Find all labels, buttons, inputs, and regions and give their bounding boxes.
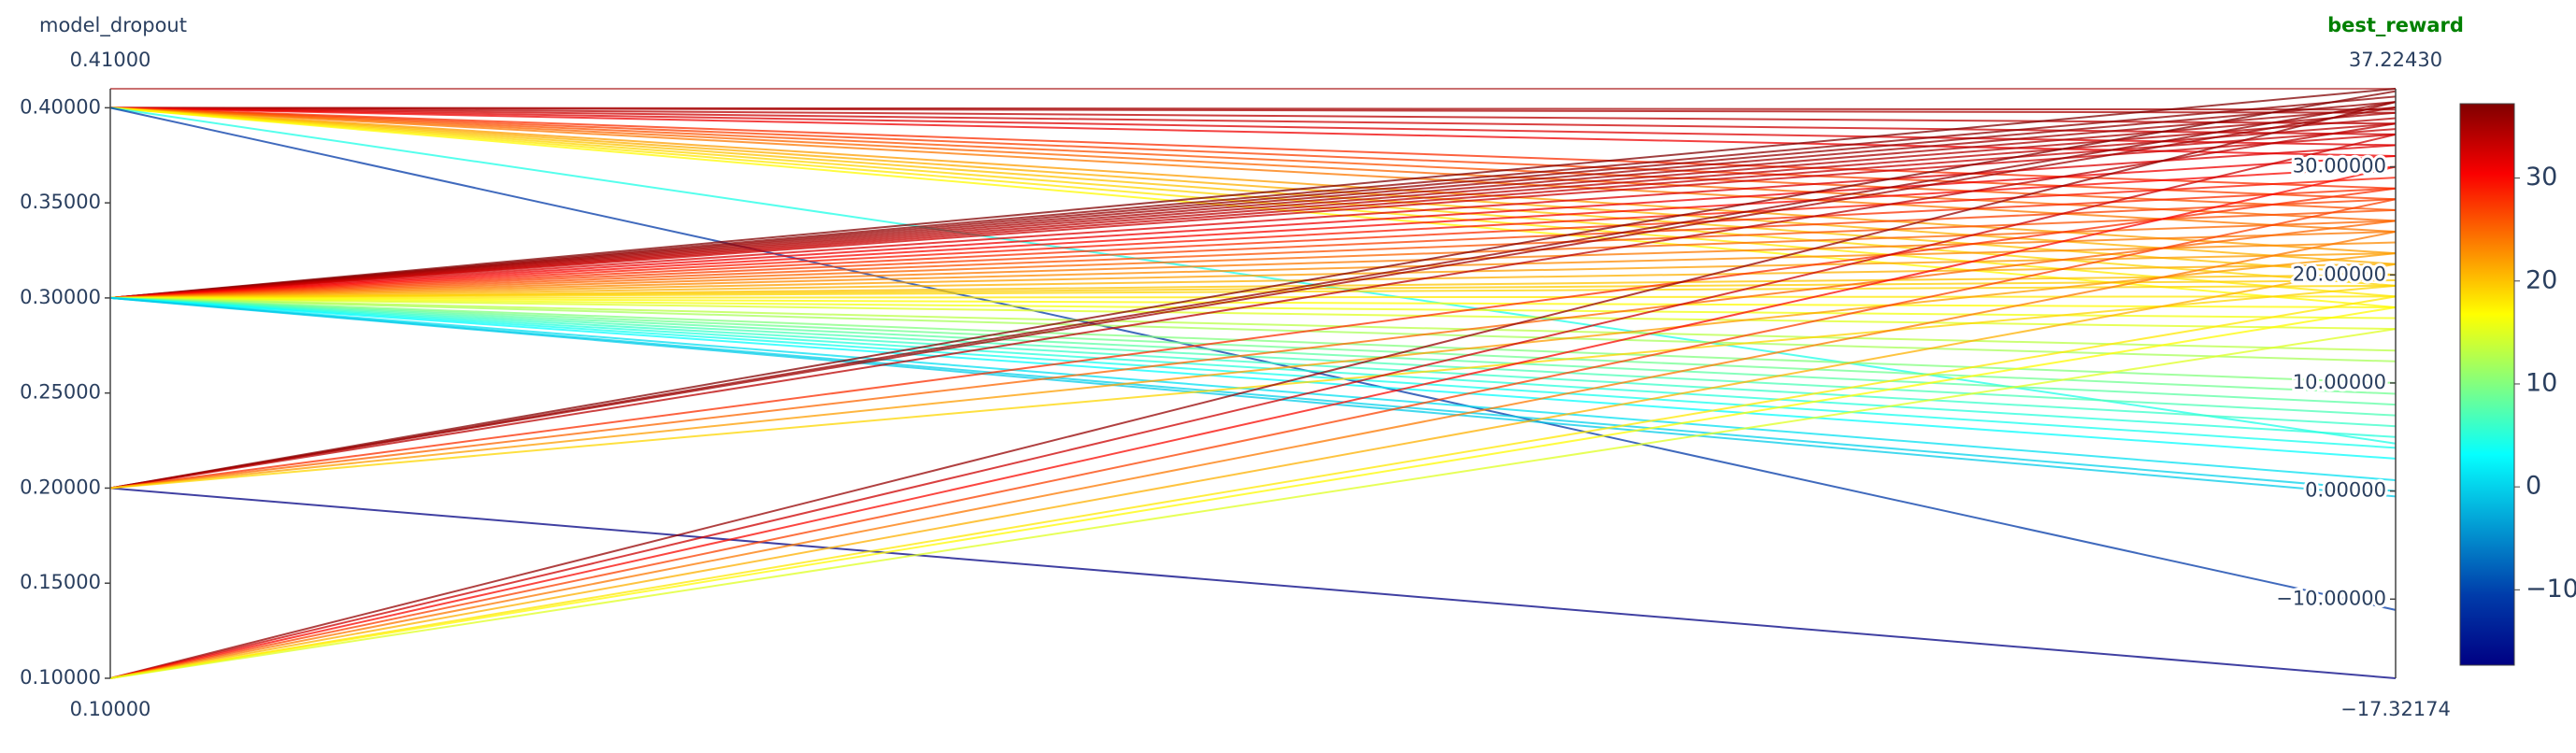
data-line (109, 107, 2397, 125)
data-line (109, 296, 2397, 460)
colorbar-tick-label: 0 (2526, 472, 2541, 501)
data-line (109, 296, 2397, 482)
axis-tick-label: 30.00000 (2293, 155, 2386, 178)
data-line (109, 263, 2397, 299)
data-line (109, 198, 2397, 679)
data-line (109, 107, 2397, 611)
data-line (109, 220, 2397, 490)
data-line (109, 88, 2397, 299)
colorbar-tick-label: 30 (2526, 163, 2557, 192)
data-line (109, 107, 2397, 190)
axis-tick-label: 0.00000 (2305, 479, 2386, 502)
data-line (109, 230, 2397, 679)
axis-tick-label: 0.15000 (20, 571, 101, 593)
data-line (109, 487, 2397, 679)
data-line (109, 107, 2397, 211)
axis-tick-label: 0.25000 (20, 381, 101, 404)
data-line (109, 107, 2397, 233)
colorbar-tick-label: −10 (2526, 575, 2576, 604)
data-line (109, 328, 2397, 679)
colorbar-tick-label: 20 (2526, 265, 2557, 294)
data-line (109, 252, 2397, 299)
data-line (109, 296, 2397, 362)
data-line (109, 296, 2397, 428)
axis-tick-label: 0.20000 (20, 476, 101, 498)
data-line (109, 101, 2397, 679)
data-line (109, 107, 2397, 222)
data-line (109, 133, 2397, 679)
axis-tick-label: 10.00000 (2293, 371, 2386, 393)
data-line (109, 284, 2397, 490)
axis-tick-label: 20.00000 (2293, 263, 2386, 285)
axis-range-max: 37.22430 (2349, 49, 2442, 71)
axis-tick-label: 0.10000 (20, 666, 101, 689)
data-line (109, 106, 2397, 490)
data-line (109, 296, 2397, 320)
data-line (109, 122, 2397, 490)
data-line (109, 165, 2397, 679)
data-line (109, 296, 2397, 449)
data-line (109, 107, 2397, 277)
axis-title: best_reward (2327, 14, 2464, 36)
axis-tick-label: 0.40000 (20, 95, 101, 118)
data-line (109, 296, 2397, 417)
axis-range-min: −17.32174 (2340, 698, 2451, 720)
data-line (109, 252, 2397, 490)
axis-range-max: 0.41000 (70, 49, 151, 71)
data-line (109, 90, 2397, 490)
data-line (109, 296, 2397, 331)
data-line (109, 296, 2397, 352)
axis-tick-label: 0.30000 (20, 286, 101, 308)
axis-range-min: 0.10000 (70, 698, 151, 720)
data-line (109, 107, 2397, 114)
data-line (109, 295, 2397, 679)
data-line (109, 296, 2397, 498)
axis-tick-label: 0.35000 (20, 191, 101, 213)
axis-title: model_dropout (39, 14, 187, 37)
colorbar (2459, 103, 2515, 666)
data-line (109, 187, 2397, 490)
colorbar-tick-label: 10 (2526, 368, 2557, 397)
axis-tick-label: −10.00000 (2276, 587, 2386, 609)
data-line (109, 107, 2397, 255)
data-line (109, 263, 2397, 679)
data-line (109, 187, 2397, 299)
data-line (109, 198, 2397, 299)
data-line (109, 177, 2397, 299)
data-line (109, 305, 2397, 679)
data-line (109, 220, 2397, 299)
data-line (109, 284, 2397, 299)
data-line (109, 230, 2397, 299)
data-line (109, 165, 2397, 299)
data-line (109, 208, 2397, 299)
data-line (109, 133, 2397, 299)
data-line (109, 296, 2397, 395)
data-line (109, 155, 2397, 299)
data-line (109, 296, 2397, 438)
